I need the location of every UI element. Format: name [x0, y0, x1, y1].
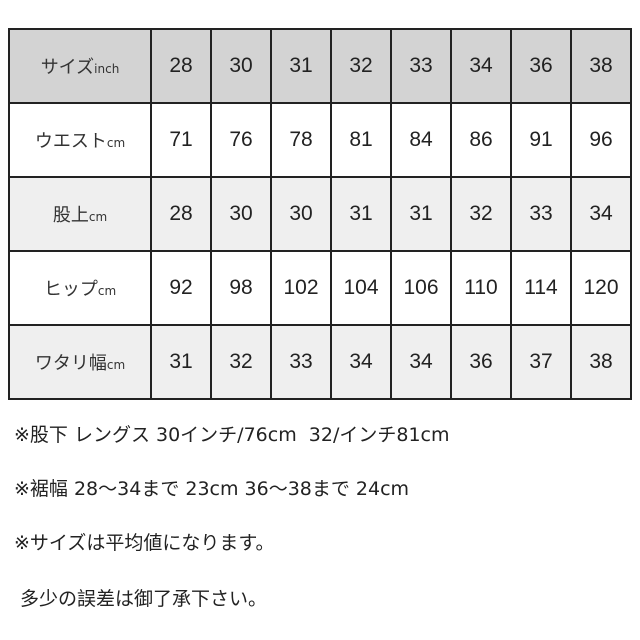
table-cell: 98: [210, 250, 272, 326]
table-cell: 31: [330, 176, 392, 252]
table-cell: 36: [450, 324, 512, 400]
row-unit: cm: [106, 358, 126, 372]
table-cell: 114: [510, 250, 572, 326]
table-cell: 30: [270, 176, 332, 252]
table-cell: 38: [570, 324, 632, 400]
table-cell: 96: [570, 102, 632, 178]
table-cell: 76: [210, 102, 272, 178]
row-label-text: サイズ: [40, 57, 95, 78]
row-unit: cm: [88, 210, 108, 224]
table-cell: 28: [150, 28, 212, 104]
table-header-row: サイズinch 28 30 31 32 33 34 36 38: [8, 28, 632, 104]
table-cell: 33: [510, 176, 572, 252]
row-label-text: ヒップ: [43, 279, 98, 300]
table-cell: 120: [570, 250, 632, 326]
table-cell: 110: [450, 250, 512, 326]
row-unit: cm: [97, 284, 117, 298]
size-table: サイズinch 28 30 31 32 33 34 36 38 ウエストcm 71 76 78 81 84 8…: [8, 28, 632, 400]
table-cell: 30: [210, 28, 272, 104]
note-tolerance: 多少の誤差は御了承下さい。: [14, 588, 268, 610]
table-cell: 34: [390, 324, 452, 400]
table-cell: 106: [390, 250, 452, 326]
note-average: ※サイズは平均値になります。: [14, 532, 275, 554]
table-cell: 34: [570, 176, 632, 252]
table-cell: 86: [450, 102, 512, 178]
row-label-text: ワタリ幅: [34, 353, 107, 374]
table-cell: 104: [330, 250, 392, 326]
table-cell: 38: [570, 28, 632, 104]
table-cell: 92: [150, 250, 212, 326]
table-cell: 102: [270, 250, 332, 326]
table-cell: 78: [270, 102, 332, 178]
table-row: ワタリ幅cm 31 32 33 34 34 36 37 38: [8, 324, 632, 400]
table-cell: 71: [150, 102, 212, 178]
table-cell: 31: [390, 176, 452, 252]
table-row: 股上cm 28 30 30 31 31 32 33 34: [8, 176, 632, 252]
row-unit: cm: [106, 136, 126, 150]
row-label: サイズinch: [8, 28, 152, 104]
table-cell: 91: [510, 102, 572, 178]
table-cell: 34: [450, 28, 512, 104]
row-label: 股上cm: [8, 176, 152, 252]
row-label: ウエストcm: [8, 102, 152, 178]
row-label: ヒップcm: [8, 250, 152, 326]
table-cell: 30: [210, 176, 272, 252]
table-cell: 34: [330, 324, 392, 400]
table-cell: 28: [150, 176, 212, 252]
table-cell: 36: [510, 28, 572, 104]
table-cell: 81: [330, 102, 392, 178]
table-row: ヒップcm 92 98 102 104 106 110 114 120: [8, 250, 632, 326]
table-cell: 84: [390, 102, 452, 178]
table-row: ウエストcm 71 76 78 81 84 86 91 96: [8, 102, 632, 178]
row-label: ワタリ幅cm: [8, 324, 152, 400]
table-cell: 32: [450, 176, 512, 252]
table-cell: 31: [270, 28, 332, 104]
note-inseam: ※股下 レングス 30インチ/76cm 32/インチ81cm: [14, 424, 450, 446]
table-cell: 33: [390, 28, 452, 104]
table-cell: 33: [270, 324, 332, 400]
table-cell: 32: [330, 28, 392, 104]
note-hem-width: ※裾幅 28～34まで 23cm 36～38まで 24cm: [14, 478, 410, 500]
table-cell: 31: [150, 324, 212, 400]
row-label-text: ウエスト: [34, 131, 107, 152]
row-unit: inch: [94, 62, 120, 76]
table-cell: 37: [510, 324, 572, 400]
row-label-text: 股上: [52, 205, 89, 226]
table-cell: 32: [210, 324, 272, 400]
